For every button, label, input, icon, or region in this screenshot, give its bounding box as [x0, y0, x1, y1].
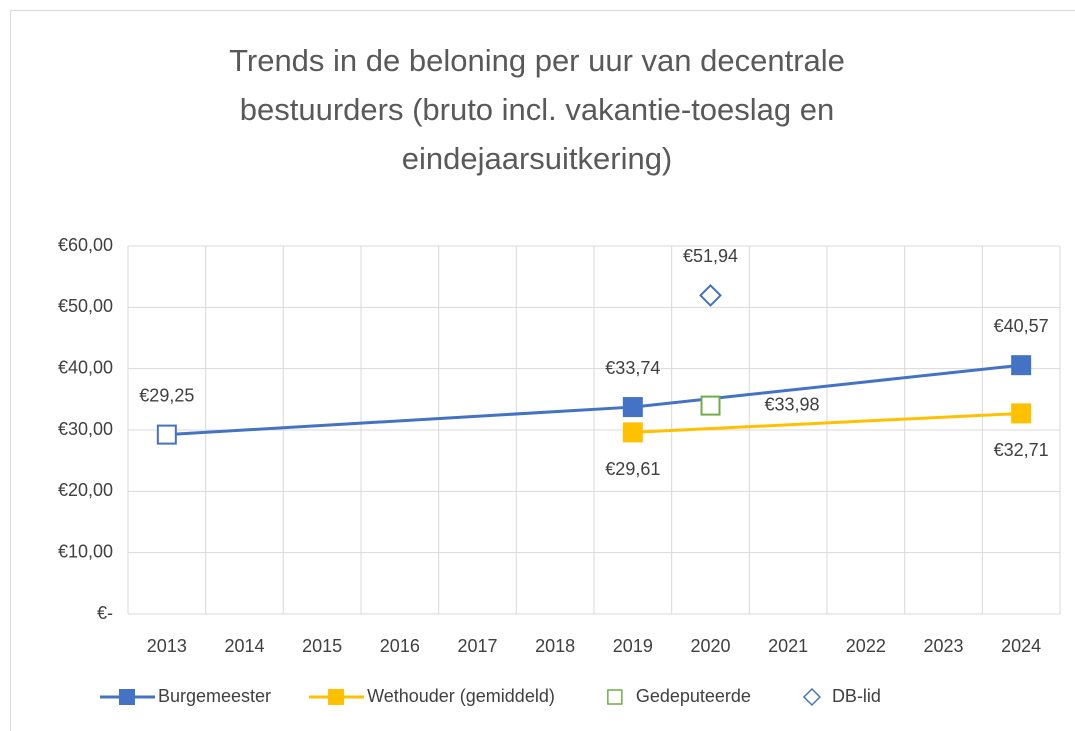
data-label: €29,61 — [605, 459, 660, 479]
y-tick-label: €- — [97, 603, 113, 623]
legend-label: Burgemeester — [158, 686, 271, 706]
data-label: €33,98 — [765, 394, 820, 414]
x-tick-label: 2024 — [1001, 636, 1041, 656]
data-label: €51,94 — [683, 246, 738, 266]
chart-title: Trends in de beloning per uur van decent… — [229, 43, 845, 176]
x-tick-label: 2015 — [302, 636, 342, 656]
y-tick-label: €30,00 — [58, 419, 113, 439]
y-tick-label: €20,00 — [58, 480, 113, 500]
x-tick-label: 2019 — [613, 636, 653, 656]
legend-label: Wethouder (gemiddeld) — [367, 686, 555, 706]
legend-marker — [328, 689, 345, 705]
legend-label: Gedeputeerde — [636, 686, 751, 706]
x-tick-label: 2014 — [224, 636, 264, 656]
marker — [700, 395, 721, 416]
x-tick-label: 2018 — [535, 636, 575, 656]
data-label: €40,57 — [994, 316, 1049, 336]
x-tick-label: 2016 — [380, 636, 420, 656]
x-tick-label: 2017 — [457, 636, 497, 656]
x-tick-label: 2020 — [690, 636, 730, 656]
x-tick-label: 2013 — [147, 636, 187, 656]
legend-marker — [607, 689, 623, 705]
chart-border — [10, 10, 1075, 731]
legend-marker — [802, 687, 821, 707]
x-tick-label: 2021 — [768, 636, 808, 656]
y-tick-label: €50,00 — [58, 296, 113, 316]
data-label: €32,71 — [994, 440, 1049, 460]
legend-label: DB-lid — [832, 686, 881, 706]
y-tick-label: €60,00 — [58, 235, 113, 255]
y-tick-label: €10,00 — [58, 541, 113, 561]
marker — [622, 397, 643, 418]
data-label: €29,25 — [139, 385, 194, 405]
marker — [156, 424, 177, 445]
marker — [1011, 355, 1032, 376]
marker — [699, 284, 722, 307]
legend-marker — [119, 689, 135, 705]
x-tick-label: 2023 — [923, 636, 963, 656]
series-line — [632, 411, 1022, 434]
data-label: €33,74 — [605, 358, 660, 378]
marker — [1011, 403, 1032, 424]
y-tick-label: €40,00 — [58, 357, 113, 377]
marker — [622, 422, 643, 443]
x-tick-label: 2022 — [846, 636, 886, 656]
